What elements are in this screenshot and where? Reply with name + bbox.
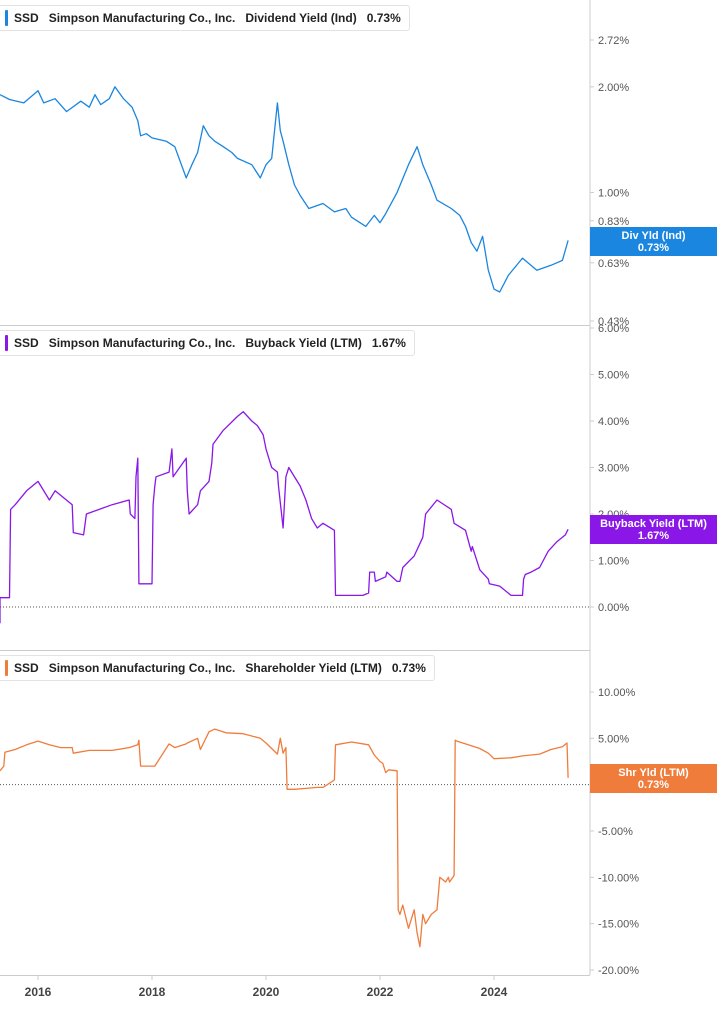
legend-ticker: SSD (14, 336, 39, 350)
series-line-dividend (0, 86, 569, 293)
legend-metric: Shareholder Yield (LTM) (245, 661, 382, 675)
x-tick-label: 2020 (253, 985, 280, 999)
y-tick-label: 3.00% (598, 463, 629, 475)
y-tick-label: 1.00% (598, 187, 629, 199)
legend-swatch-dividend (5, 10, 8, 26)
tag-buyback-yield: Buyback Yield (LTM) 1.67% (590, 515, 717, 544)
y-tick-label: -10.00% (598, 872, 639, 884)
legend-shareholder-yield: SSD Simpson Manufacturing Co., Inc. Shar… (0, 655, 435, 681)
tag-label: Shr Yld (LTM) (618, 767, 689, 779)
x-tick-label: 2022 (367, 985, 394, 999)
legend-swatch-shareholder (5, 660, 8, 676)
series-line-buyback (0, 411, 569, 624)
y-tick-label: 1.00% (598, 556, 629, 568)
tag-value: 1.67% (637, 530, 670, 542)
y-tick-label: 2.00% (598, 82, 629, 94)
legend-value: 1.67% (371, 336, 406, 350)
y-tick-label: 10.00% (598, 687, 636, 699)
x-tick-label: 2018 (139, 985, 166, 999)
y-tick-label: 4.00% (598, 416, 629, 428)
y-tick-label: -15.00% (598, 919, 639, 931)
legend-company: Simpson Manufacturing Co., Inc. (48, 661, 236, 675)
tag-shareholder-yield: Shr Yld (LTM) 0.73% (590, 764, 717, 793)
y-tick-label: 6.00% (598, 323, 629, 335)
y-tick-label: 5.00% (598, 733, 629, 745)
legend-company: Simpson Manufacturing Co., Inc. (48, 11, 236, 25)
legend-ticker: SSD (14, 661, 39, 675)
legend-buyback-yield: SSD Simpson Manufacturing Co., Inc. Buyb… (0, 330, 415, 356)
tag-value: 0.73% (637, 242, 670, 254)
y-tick-label: 0.00% (598, 602, 629, 614)
tag-label: Div Yld (Ind) (621, 230, 686, 242)
legend-swatch-buyback (5, 335, 8, 351)
legend-ticker: SSD (14, 11, 39, 25)
y-tick-label: 0.83% (598, 216, 629, 228)
y-tick-label: -5.00% (598, 826, 633, 838)
legend-value: 0.73% (366, 11, 401, 25)
legend-metric: Dividend Yield (Ind) (245, 11, 357, 25)
x-tick-label: 2024 (481, 985, 508, 999)
x-tick-label: 2016 (25, 985, 52, 999)
series-line-shareholder (0, 728, 569, 948)
legend-company: Simpson Manufacturing Co., Inc. (48, 336, 236, 350)
tag-label: Buyback Yield (LTM) (600, 518, 707, 530)
y-tick-label: 0.43% (598, 316, 629, 328)
y-tick-label: -20.00% (598, 965, 639, 977)
y-tick-label: 0.63% (598, 258, 629, 270)
legend-value: 0.73% (391, 661, 426, 675)
y-tick-label: 2.72% (598, 35, 629, 47)
y-tick-label: 5.00% (598, 370, 629, 382)
tag-value: 0.73% (637, 779, 670, 791)
tag-dividend-yield: Div Yld (Ind) 0.73% (590, 227, 717, 256)
legend-dividend-yield: SSD Simpson Manufacturing Co., Inc. Divi… (0, 5, 410, 31)
legend-metric: Buyback Yield (LTM) (245, 336, 362, 350)
